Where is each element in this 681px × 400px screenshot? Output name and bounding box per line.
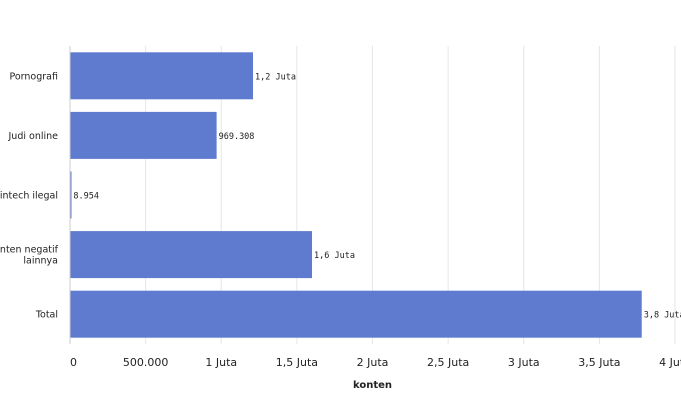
x-tick-label: 1,5 Juta <box>276 356 318 369</box>
x-tick-label: 2,5 Juta <box>427 356 469 369</box>
bars <box>70 52 642 338</box>
value-label-konten-negatif-lainnya: 1,6 Juta <box>314 251 355 261</box>
x-tick-label: 2 Juta <box>357 356 389 369</box>
value-label-total: 3,8 Juta <box>644 311 681 321</box>
bar-konten-negatif-lainnya[interactable] <box>70 231 312 279</box>
value-label-judi-online: 969.308 <box>219 132 255 142</box>
x-tick-labels: 0 500.000 1 Juta 1,5 Juta 2 Juta 2,5 Juta 3 Ju… <box>70 356 681 369</box>
bar-total[interactable] <box>70 290 642 338</box>
category-label-total: Total <box>35 310 58 321</box>
bar-pornografi[interactable] <box>70 52 254 100</box>
x-tick-label: 1 Juta <box>205 356 237 369</box>
bar-judi-online[interactable] <box>70 111 217 159</box>
x-tick-label: 3 Juta <box>508 356 540 369</box>
x-tick-label: 0 <box>70 356 77 369</box>
category-label-judi-online: Judi online <box>8 131 59 142</box>
bar-fintech-ilegal[interactable] <box>70 171 72 219</box>
value-label-fintech-ilegal: 8.954 <box>73 192 99 202</box>
x-tick-label: 3,5 Juta <box>578 356 620 369</box>
value-labels: 1,2 Juta 969.308 8.954 1,6 Juta 3,8 Juta <box>73 72 681 320</box>
category-labels: Pornografi Judi online Fintech ilegal Konte… <box>0 71 59 320</box>
x-tick-label: 500.000 <box>123 356 169 369</box>
x-tick-label: 4 Juta <box>659 356 681 369</box>
value-label-pornografi: 1,2 Juta <box>255 72 296 82</box>
category-label-pornografi: Pornografi <box>9 71 58 82</box>
x-axis-title: konten <box>353 380 392 391</box>
category-label-fintech-ilegal: Fintech ilegal <box>0 191 58 202</box>
